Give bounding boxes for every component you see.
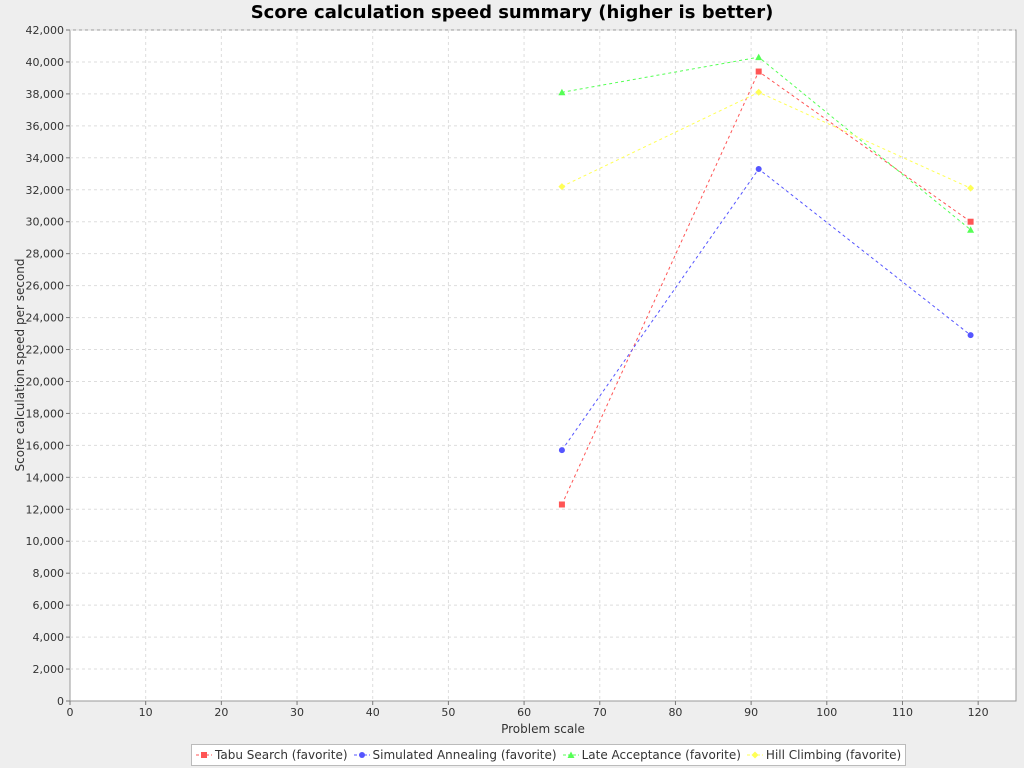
x-tick-label: 80: [668, 706, 682, 719]
series-3: [558, 53, 975, 233]
y-tick-label: 40,000: [26, 56, 65, 69]
x-tick-label: 20: [214, 706, 228, 719]
x-tick-label: 50: [441, 706, 455, 719]
y-tick-label: 42,000: [26, 24, 65, 37]
legend-swatch-icon: [746, 751, 763, 759]
x-tick-label: 100: [816, 706, 837, 719]
legend-swatch-marker: [358, 752, 365, 758]
y-tick-label: 14,000: [26, 471, 65, 484]
data-point: [558, 447, 565, 454]
y-tick-label: 0: [57, 695, 64, 708]
y-tick-label: 8,000: [33, 567, 65, 580]
axes: 0 10 20 30 40 50 60 70 80 90 100 110 120 0 2,000 4,000 6…: [26, 24, 989, 719]
x-tick-label: 0: [67, 706, 74, 719]
data-point: [755, 88, 763, 96]
y-tick-label: 34,000: [26, 152, 65, 165]
x-tick-label: 70: [593, 706, 607, 719]
y-tick-label: 16,000: [26, 439, 65, 452]
legend-swatch-marker: [201, 752, 207, 758]
grid-lines: [70, 29, 1016, 701]
y-tick-label: 2,000: [33, 663, 65, 676]
x-tick-label: 90: [744, 706, 758, 719]
data-point: [558, 88, 566, 96]
data-point: [967, 184, 975, 192]
legend-label: Late Acceptance (favorite): [581, 748, 741, 762]
series-1: [558, 68, 974, 508]
x-axis-title: Problem scale: [501, 722, 585, 736]
y-tick-label: 38,000: [26, 88, 65, 101]
x-tick-label: 120: [968, 706, 989, 719]
data-point: [755, 53, 763, 61]
y-tick-label: 10,000: [26, 535, 65, 548]
plot-area: [69, 29, 1017, 702]
chart-title: Score calculation speed summary (higher …: [250, 2, 774, 23]
legend-label: Tabu Search (favorite): [215, 748, 348, 762]
legend-item: Tabu Search (favorite): [196, 748, 348, 762]
x-tick-label: 110: [892, 706, 913, 719]
data-point: [967, 332, 974, 339]
legend-swatch-marker: [751, 751, 759, 759]
x-tick-label: 40: [366, 706, 380, 719]
data-point: [967, 218, 974, 225]
legend-item: Hill Climbing (favorite): [746, 748, 902, 762]
y-tick-label: 6,000: [33, 599, 65, 612]
y-tick-label: 28,000: [26, 248, 65, 261]
legend-label: Simulated Annealing (favorite): [372, 748, 557, 762]
legend-swatch-icon: [196, 752, 212, 758]
series-layer: [558, 53, 975, 508]
series-2: [558, 165, 974, 454]
legend-label: Hill Climbing (favorite): [765, 748, 902, 762]
data-point: [967, 226, 975, 233]
legend-item: Simulated Annealing (favorite): [353, 748, 557, 762]
series-4: [558, 88, 975, 192]
y-tick-label: 22,000: [26, 344, 65, 357]
data-point: [558, 501, 565, 508]
x-tick-label: 30: [290, 706, 304, 719]
legend-swatch-marker: [567, 751, 575, 758]
y-axis-title: Score calculation speed per second: [13, 258, 27, 471]
y-tick-label: 20,000: [26, 375, 65, 388]
y-tick-label: 12,000: [26, 503, 65, 516]
y-tick-label: 18,000: [26, 407, 65, 420]
y-tick-label: 26,000: [26, 280, 65, 293]
x-tick-label: 10: [139, 706, 153, 719]
y-tick-label: 24,000: [26, 312, 65, 325]
legend: Tabu Search (favorite) Simulated Annealin…: [191, 744, 907, 766]
y-tick-label: 30,000: [26, 216, 65, 229]
data-point: [755, 165, 762, 172]
y-tick-label: 32,000: [26, 184, 65, 197]
data-point: [755, 68, 762, 75]
y-tick-label: 36,000: [26, 120, 65, 133]
y-tick-label: 4,000: [33, 631, 65, 644]
x-tick-label: 60: [517, 706, 531, 719]
legend-item: Late Acceptance (favorite): [562, 748, 741, 762]
legend-swatch-icon: [353, 752, 370, 758]
legend-swatch-icon: [562, 751, 579, 758]
data-point: [558, 183, 566, 191]
